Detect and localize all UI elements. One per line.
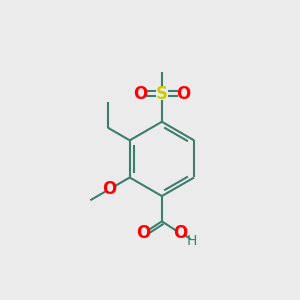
Text: O: O: [173, 224, 188, 242]
Text: O: O: [103, 180, 117, 198]
Text: O: O: [136, 224, 151, 242]
Text: H: H: [186, 234, 197, 248]
Text: O: O: [134, 85, 148, 103]
Text: O: O: [176, 85, 190, 103]
Text: S: S: [156, 85, 168, 103]
